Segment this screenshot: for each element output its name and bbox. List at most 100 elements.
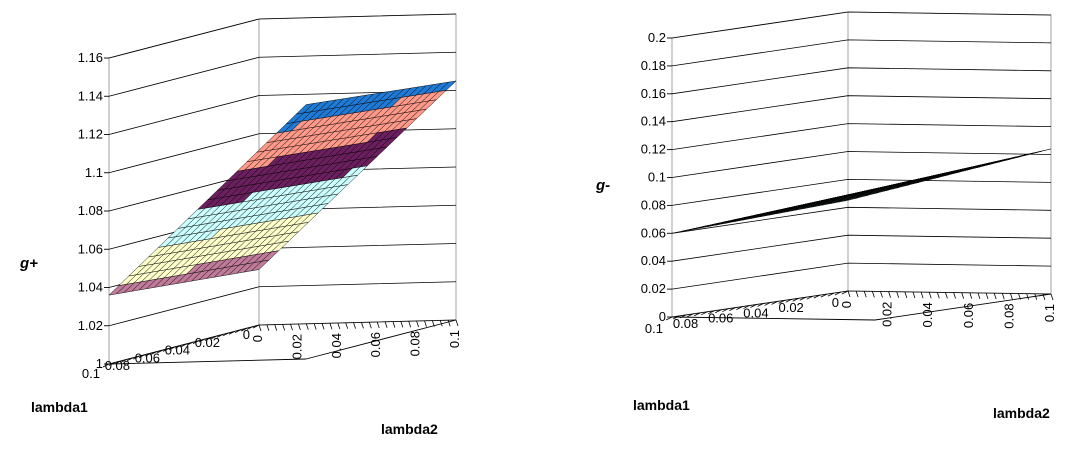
x-tick-label: 0.08 <box>673 316 698 331</box>
surface-cell <box>108 284 128 296</box>
y-tick-mark <box>266 324 270 331</box>
z-gridline <box>108 13 457 59</box>
surface-cell <box>671 229 691 234</box>
z-gridline <box>671 234 1052 262</box>
x-tick-label: 0 <box>243 327 250 342</box>
x-tick-mark <box>138 354 146 358</box>
floor-edge-front <box>108 358 307 365</box>
x-tick-label: 0.1 <box>82 366 100 381</box>
floor-edge-right <box>874 293 1052 321</box>
z-gridline <box>671 206 1052 234</box>
x-tick-mark <box>228 330 236 335</box>
x-tick-mark <box>841 290 849 295</box>
y-tick-mark <box>408 321 412 328</box>
z-tick-label: 1.16 <box>78 50 103 65</box>
x-tick-mark <box>743 305 750 309</box>
z-tick-label: 0.2 <box>648 30 666 45</box>
x-tick-mark <box>806 295 813 300</box>
x-tick-mark <box>216 334 224 338</box>
z-tick-label: 1.02 <box>78 318 103 333</box>
z-gridline <box>108 51 457 97</box>
x-tick-label: 0.02 <box>778 300 803 315</box>
z-tick-label: 0.16 <box>641 86 666 101</box>
y-tick-mark <box>896 291 900 298</box>
y-tick-label: 0.02 <box>880 302 895 327</box>
x-tick-mark <box>750 304 757 308</box>
y-tick-mark <box>1018 293 1021 300</box>
x-tick-mark <box>672 315 680 320</box>
y-tick-mark <box>945 292 948 299</box>
z-tick-label: 0.04 <box>641 253 666 268</box>
y-tick-mark <box>431 320 435 327</box>
y-tick-mark <box>258 324 262 332</box>
x-tick-mark <box>820 293 828 298</box>
x-tick-label: 0.08 <box>105 358 130 373</box>
y-tick-mark <box>416 320 419 328</box>
x-tick-mark <box>192 340 200 344</box>
y-tick-mark <box>977 292 981 300</box>
y-tick-mark <box>376 321 380 329</box>
x-tick-mark <box>240 327 248 332</box>
z-tick-label: 0.14 <box>641 114 666 129</box>
x-tick-label: 0 <box>832 295 839 310</box>
x-tick-mark <box>156 349 164 354</box>
y-tick-mark <box>305 323 309 330</box>
x-tick-mark <box>813 294 821 299</box>
y-tick-mark <box>1034 293 1038 300</box>
z-tick-label: 0.02 <box>641 281 666 296</box>
z-tick-label: 1.12 <box>78 127 103 142</box>
x-tick-mark <box>764 302 771 306</box>
x-tick-mark <box>162 348 170 352</box>
y-tick-label: 0.06 <box>368 332 383 357</box>
y-tick-mark <box>439 320 443 327</box>
y-tick-mark <box>1010 293 1013 300</box>
y-tick-mark <box>329 323 333 330</box>
y-tick-mark <box>1050 293 1054 301</box>
x-tick-mark <box>168 346 176 351</box>
x-tick-mark <box>108 362 116 366</box>
z-tick-label: 0.1 <box>648 170 666 185</box>
x-tick-label: 0.06 <box>708 311 733 326</box>
y-tick-mark <box>353 322 356 329</box>
x-tick-mark <box>827 292 835 297</box>
y-tick-mark <box>863 291 867 298</box>
y-tick-mark <box>290 324 293 331</box>
z-tick-label: 1.08 <box>78 203 103 218</box>
y-tick-mark <box>880 291 883 298</box>
y-tick-mark <box>961 292 965 299</box>
x-tick-mark <box>665 316 673 321</box>
x-tick-mark <box>736 306 743 310</box>
y-tick-mark <box>274 324 278 331</box>
x-tick-mark <box>180 343 188 348</box>
z-gridline <box>671 39 1052 67</box>
x-tick-mark <box>246 326 254 330</box>
chart-g-minus: 0 0.02 0.04 0.06 0.08 0.1 0.12 0.14 0.16 0.18 0.2 g… <box>537 0 1075 446</box>
x-axis-title: lambda1 <box>31 399 88 415</box>
x-tick-mark <box>834 291 842 296</box>
z-tick-label: 1.04 <box>78 280 103 295</box>
z-gridline <box>671 262 1052 290</box>
x-tick-mark <box>722 308 729 313</box>
y-tick-label: 0.02 <box>289 334 304 359</box>
y-tick-mark <box>969 292 973 299</box>
y-tick-mark <box>298 323 301 331</box>
z-tick-label: 1.14 <box>78 88 103 103</box>
y-tick-mark <box>384 321 388 328</box>
x-tick-mark <box>114 360 122 365</box>
y-tick-mark <box>361 322 364 329</box>
x-tick-mark <box>778 300 785 304</box>
y-tick-mark <box>904 291 908 298</box>
y-tick-label: 0 <box>839 301 854 308</box>
y-tick-mark <box>871 291 875 298</box>
x-tick-mark <box>679 314 687 319</box>
y-tick-mark <box>321 323 325 330</box>
y-tick-mark <box>847 290 851 298</box>
y-tick-label: 0.08 <box>408 331 423 356</box>
z-gridline <box>671 178 1052 206</box>
x-tick-mark <box>198 338 206 343</box>
z-tick-label: 0.06 <box>641 225 666 240</box>
y-tick-mark <box>985 292 989 300</box>
y-tick-mark <box>888 291 891 298</box>
x-tick-mark <box>729 307 736 311</box>
x-tick-mark <box>174 344 182 349</box>
